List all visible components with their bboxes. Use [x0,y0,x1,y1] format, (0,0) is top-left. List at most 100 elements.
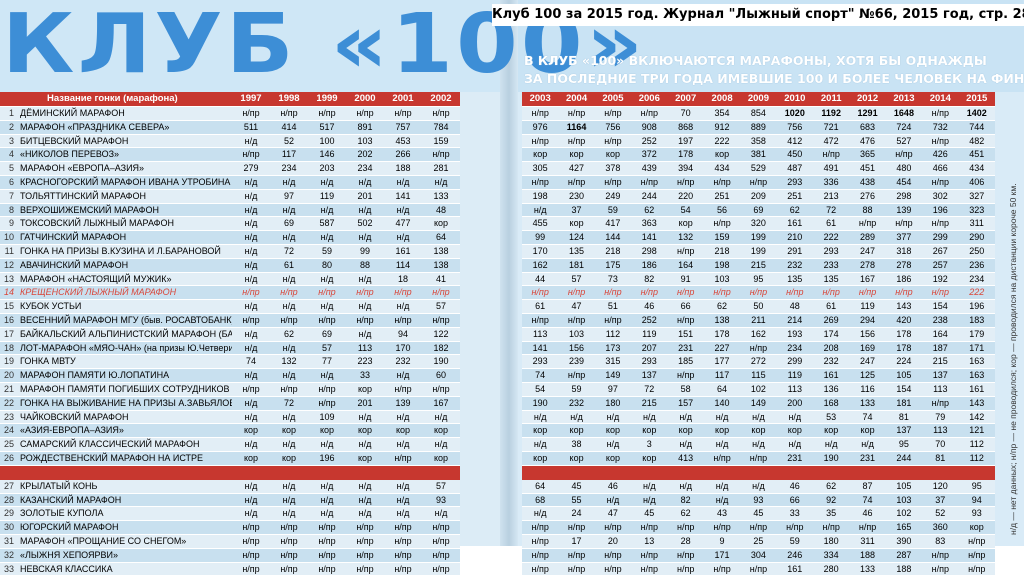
value-cell: кор [558,424,594,438]
value-cell: 69 [270,217,308,231]
value-cell: 427 [558,162,594,176]
value-cell: 57 [308,341,346,355]
value-cell: 529 [740,162,776,176]
value-cell: 188 [849,548,885,562]
value-cell: 170 [522,244,558,258]
row-number-cell: 15 [0,300,17,314]
value-cell: н/д [308,175,346,189]
race-name-cell: БИТЦЕВСКИЙ МАРАФОН [17,134,232,148]
value-cell: 372 [631,148,667,162]
row-number-cell: 31 [0,534,17,548]
value-cell: 46 [849,507,885,521]
value-cell: 208 [813,341,849,355]
row-number-cell: 25 [0,438,17,452]
value-cell: 79 [922,410,958,424]
table-row-right: н/д 24 47 45 62 43 45 33 35 46 102 52 93 [522,507,995,521]
value-cell: 91 [668,272,704,286]
value-cell: 178 [886,327,922,341]
value-cell: н/пр [384,451,422,465]
value-cell: 180 [595,396,631,410]
value-cell: н/пр [558,175,594,189]
value-cell: н/пр [704,286,740,300]
value-cell: н/д [270,507,308,521]
table-row-right: 68 55 н/д н/д 82 н/д 93 66 92 74 103 37 94 [522,493,995,507]
value-cell: 451 [849,162,885,176]
table-row-right: н/пр н/пр н/пр н/пр н/пр н/пр н/пр н/пр н/пр н/пр… [522,286,995,300]
row-number-cell: 14 [0,286,17,300]
value-cell: 88 [849,203,885,217]
value-cell: н/д [346,231,384,245]
value-cell: 190 [422,355,460,369]
value-cell: 132 [270,355,308,369]
value-cell: н/д [668,438,704,452]
value-cell: н/пр [631,175,667,189]
value-cell: н/пр [308,548,346,562]
value-cell: 58 [668,382,704,396]
row-number-cell: 12 [0,258,17,272]
value-cell: н/д [232,341,270,355]
value-cell: н/пр [270,107,308,121]
value-cell: н/пр [886,286,922,300]
value-cell: н/пр [668,175,704,189]
value-cell: 122 [422,327,460,341]
value-cell: 77 [308,355,346,369]
value-cell: кор [422,217,460,231]
value-cell: 476 [849,134,885,148]
header-year-cell: 1998 [270,92,308,107]
value-cell: н/пр [232,548,270,562]
value-cell: н/д [668,480,704,493]
value-cell: н/д [232,507,270,521]
value-cell: н/пр [922,548,958,562]
row-number-cell: 28 [0,493,17,507]
value-cell: н/д [270,300,308,314]
value-cell: н/д [232,493,270,507]
table-row-left: 15 КУБОК УСТЬИ н/д н/д н/д н/д н/д 57 [0,300,460,314]
value-cell: 234 [777,341,813,355]
value-cell: 87 [849,480,885,493]
value-cell: н/д [346,480,384,493]
value-cell: 190 [813,451,849,465]
value-cell: 323 [959,203,996,217]
value-cell: 37 [922,493,958,507]
value-cell: н/д [346,493,384,507]
value-cell: 179 [959,327,996,341]
value-cell: н/д [740,438,776,452]
value-cell: н/пр [668,521,704,535]
value-cell: 133 [849,562,885,576]
value-cell: н/д [384,175,422,189]
table-row-left: 13 МАРАФОН «НАСТОЯЩИЙ МУЖИК» н/д н/д н/д н/д 1… [0,272,460,286]
separator-cell [270,465,308,480]
value-cell: 69 [740,203,776,217]
value-cell: н/пр [668,369,704,383]
value-cell: н/д [777,438,813,452]
value-cell: н/пр [384,107,422,121]
value-cell: н/д [704,410,740,424]
value-cell: 163 [959,369,996,383]
value-cell: н/пр [270,286,308,300]
value-cell: 151 [668,327,704,341]
value-cell: 167 [422,396,460,410]
value-cell: 224 [886,355,922,369]
value-cell: 251 [777,189,813,203]
value-cell: 115 [740,369,776,383]
table-row-right: 44 57 73 82 91 103 95 135 135 167 186 192 234 [522,272,995,286]
value-cell: н/пр [595,548,631,562]
value-cell: 33 [777,507,813,521]
table-row-left: 19 ГОНКА МВТУ 74 132 77 223 232 190 [0,355,460,369]
value-cell: 70 [922,438,958,452]
table-row-left: 33 НЕВСКАЯ КЛАССИКА н/пр н/пр н/пр н/пр н/пр н/… [0,562,460,576]
table-row-left: 25 САМАРСКИЙ КЛАССИЧЕСКИЙ МАРАФОН н/д н/д н/… [0,438,460,452]
value-cell: 113 [922,424,958,438]
race-name-cell: РОЖДЕСТВЕНСКИЙ МАРАФОН НА ИСТРЕ [17,451,232,465]
value-cell: н/д [704,480,740,493]
value-cell: 94 [384,327,422,341]
value-cell: 161 [384,244,422,258]
value-cell: 133 [849,396,885,410]
table-row-right: н/пр 17 20 13 28 9 25 59 180 311 390 83 н/пр [522,534,995,548]
value-cell: 327 [959,189,996,203]
value-cell: н/пр [384,521,422,535]
value-cell: кор [232,424,270,438]
race-name-cell: ГОНКА НА ПРИЗЫ В.КУЗИНА И Л.БАРАНОВОЙ [17,244,232,258]
value-cell: кор [270,424,308,438]
value-cell: 220 [668,189,704,203]
